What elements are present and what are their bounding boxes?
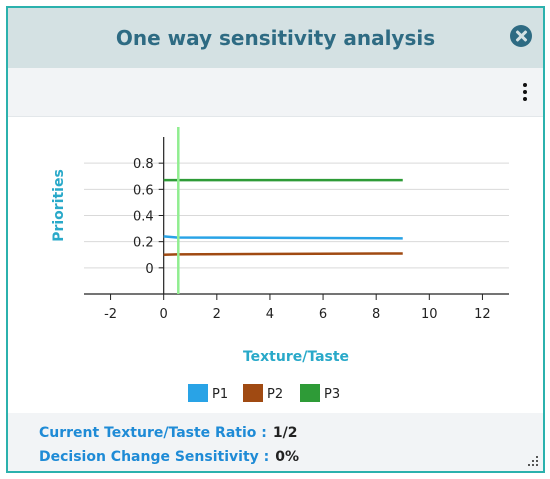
legend-swatch-p3[interactable]	[300, 384, 320, 402]
series-line-p2[interactable]	[163, 252, 403, 256]
x-tick-label: 8	[372, 307, 380, 322]
sensitivity-label: Decision Change Sensitivity :	[39, 449, 270, 465]
sensitivity-row: Decision Change Sensitivity : 0%	[39, 449, 299, 465]
close-icon[interactable]	[510, 25, 532, 47]
ratio-value: 1/2	[272, 425, 298, 441]
dialog-footer: Current Texture/Taste Ratio : 1/2 Decisio…	[8, 413, 543, 471]
x-tick-label: 12	[474, 307, 491, 322]
y-tick-label: 0.2	[133, 236, 154, 251]
x-tick-label: 2	[213, 307, 221, 322]
x-tick-label: 4	[266, 307, 274, 322]
y-tick-label: 0.6	[133, 183, 154, 198]
sensitivity-value: 0%	[275, 449, 300, 465]
chart-toolbar	[8, 68, 543, 117]
resize-grip-icon[interactable]	[527, 455, 539, 467]
x-tick-label: 6	[319, 307, 327, 322]
sensitivity-chart[interactable]: 0 0.2 0.4 0.6 0.8 -2 0 2 4 6 8 10 12 Priorities Textur…	[8, 117, 543, 413]
legend-label-p1[interactable]: P1	[212, 387, 228, 402]
chart-area: 0 0.2 0.4 0.6 0.8 -2 0 2 4 6 8 10 12 Priorities Textur…	[8, 117, 543, 413]
dialog-title: One way sensitivity analysis	[115, 26, 436, 50]
series-line-p1[interactable]	[163, 235, 403, 240]
kebab-menu-icon[interactable]	[521, 82, 529, 102]
legend-swatch-p2[interactable]	[243, 384, 263, 402]
y-tick-label: 0.4	[133, 210, 154, 225]
x-axis-title: Texture/Taste	[243, 349, 349, 365]
legend-label-p3[interactable]: P3	[324, 387, 340, 402]
legend-swatch-p1[interactable]	[188, 384, 208, 402]
x-tick-label: -2	[104, 307, 117, 322]
x-tick-label: 10	[421, 307, 438, 322]
y-tick-label: 0.8	[133, 157, 154, 172]
y-axis-title: Priorities	[51, 169, 67, 242]
dialog-header: One way sensitivity analysis	[8, 8, 543, 68]
y-tick-label: 0	[145, 262, 153, 277]
x-tick-label: 0	[160, 307, 168, 322]
ratio-row: Current Texture/Taste Ratio : 1/2	[39, 425, 297, 441]
sensitivity-dialog: One way sensitivity analysis 0 0.2 0.4 0.6 0…	[6, 6, 545, 473]
legend-label-p2[interactable]: P2	[267, 387, 283, 402]
ratio-label: Current Texture/Taste Ratio :	[39, 425, 267, 441]
